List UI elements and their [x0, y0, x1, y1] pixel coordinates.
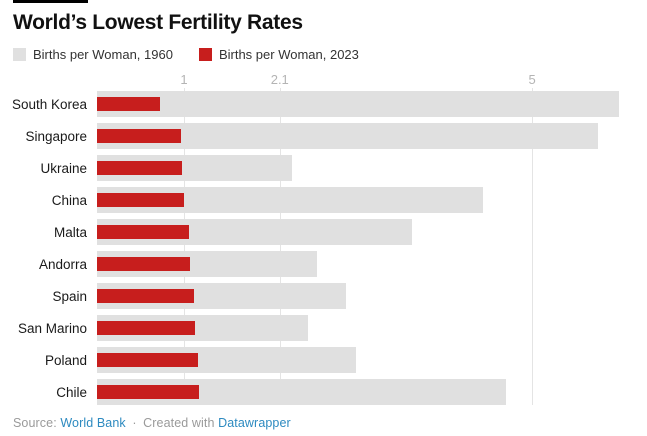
datawrapper-link[interactable]: Datawrapper	[218, 416, 291, 430]
bar-1960	[97, 91, 620, 117]
source-label: Source:	[13, 416, 57, 430]
plot-area: South Korea Singapore Ukraine	[0, 88, 647, 405]
bar-group	[97, 379, 647, 405]
row-label: Singapore	[25, 128, 87, 144]
chart-row-poland: Poland	[0, 347, 647, 373]
bar-2023	[97, 289, 195, 303]
row-label: Spain	[52, 288, 87, 304]
bar-group	[97, 347, 647, 373]
axis-tick-2-1: 2.1	[270, 72, 289, 87]
legend-item-2023: Births per Woman, 2023	[198, 47, 359, 62]
chart-row-spain: Spain	[0, 283, 647, 309]
axis-tick-1: 1	[180, 72, 188, 87]
bar-2023	[97, 225, 190, 239]
bar-group	[97, 123, 647, 149]
bar-2023	[97, 129, 182, 143]
row-label: Malta	[53, 224, 87, 240]
bar-group	[97, 91, 647, 117]
row-label: China	[51, 192, 87, 208]
bar-group	[97, 283, 647, 309]
x-axis: 1 2.1 5	[97, 71, 647, 91]
chart-row-malta: Malta	[0, 219, 647, 245]
legend-item-1960: Births per Woman, 1960	[13, 47, 173, 62]
bar-rows: South Korea Singapore Ukraine	[0, 91, 647, 405]
bar-group	[97, 315, 647, 341]
chart-row-san-marino: San Marino	[0, 315, 647, 341]
chart-row-andorra: Andorra	[0, 251, 647, 277]
bar-2023	[97, 385, 199, 399]
gridline-2-1	[279, 88, 281, 405]
row-label: Poland	[44, 352, 87, 368]
row-label: Andorra	[38, 256, 87, 272]
chart-row-singapore: Singapore	[0, 123, 647, 149]
chart-row-chile: Chile	[0, 379, 647, 405]
created-with-text: Created with	[143, 416, 215, 430]
legend-swatch-1960	[13, 48, 26, 61]
bar-group	[97, 251, 647, 277]
chart-row-ukraine: Ukraine	[0, 155, 647, 181]
top-accent-bar	[13, 0, 88, 3]
legend: Births per Woman, 1960 Births per Woman,…	[0, 35, 647, 62]
gridline-5	[532, 88, 534, 405]
gridlines	[97, 88, 647, 405]
bar-2023	[97, 321, 196, 335]
footer-separator: ·	[132, 416, 137, 430]
bar-group	[97, 219, 647, 245]
bar-group	[97, 187, 647, 213]
bar-2023	[97, 193, 185, 207]
chart-row-china: China	[0, 187, 647, 213]
row-label: Ukraine	[40, 160, 87, 176]
row-label: San Marino	[17, 320, 87, 336]
row-label: Chile	[56, 384, 87, 400]
gridline-1	[184, 88, 186, 405]
footer-attribution: Source: World Bank · Created with Datawr…	[13, 416, 647, 430]
source-link[interactable]: World Bank	[60, 416, 126, 430]
bar-2023	[97, 257, 191, 271]
legend-label-1960: Births per Woman, 1960	[33, 47, 173, 62]
legend-label-2023: Births per Woman, 2023	[218, 47, 359, 62]
page-title: World’s Lowest Fertility Rates	[13, 11, 303, 34]
bar-group	[97, 155, 647, 181]
bar-2023	[97, 97, 160, 111]
bar-2023	[97, 353, 198, 367]
chart-row-south-korea: South Korea	[0, 91, 647, 117]
bar-2023	[97, 161, 183, 175]
legend-swatch-2023	[198, 48, 212, 61]
row-label: South Korea	[11, 96, 87, 112]
axis-tick-5: 5	[528, 72, 536, 87]
